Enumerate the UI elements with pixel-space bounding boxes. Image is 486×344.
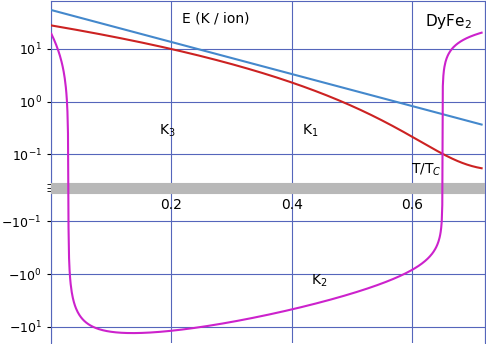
Text: K$_3$: K$_3$ — [159, 123, 176, 139]
Text: E (K / ion): E (K / ion) — [182, 12, 249, 25]
Text: DyFe$_2$: DyFe$_2$ — [425, 12, 471, 31]
Text: K$_1$: K$_1$ — [302, 123, 319, 139]
Text: K$_2$: K$_2$ — [311, 273, 328, 289]
Text: T/T$_C$: T/T$_C$ — [411, 162, 441, 179]
